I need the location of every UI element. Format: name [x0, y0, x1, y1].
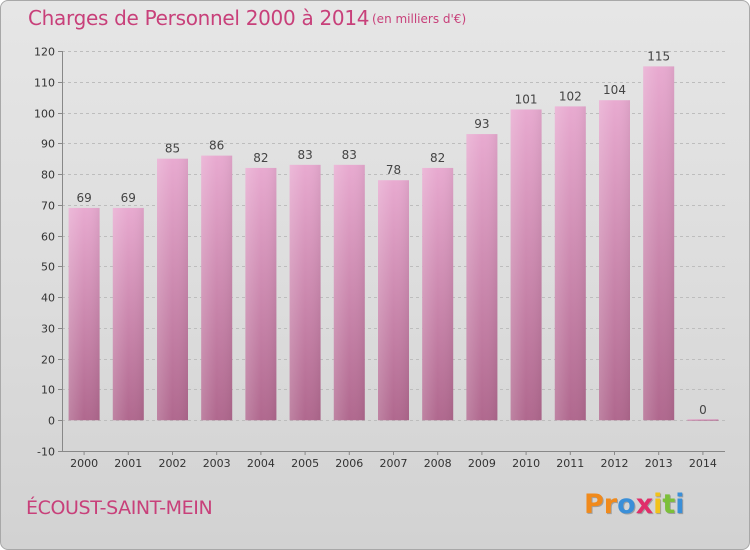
y-tick-label: 50: [41, 261, 55, 274]
y-tick-label: 80: [41, 169, 55, 182]
x-tick-label: 2003: [203, 457, 231, 470]
bar-highlight: [378, 180, 409, 421]
bars: [68, 66, 719, 421]
logo-letter: i: [675, 489, 685, 520]
commune-name: ÉCOUST-SAINT-MEIN: [26, 497, 213, 519]
y-tick-label: 120: [34, 46, 55, 59]
bar-highlight: [599, 100, 630, 421]
y-tick-label: 60: [41, 231, 55, 244]
x-tick-label: 2002: [159, 457, 187, 470]
bar-highlight: [466, 134, 498, 421]
y-tick-label: 70: [41, 200, 55, 213]
bar-value-label: 115: [647, 49, 670, 63]
x-tick-label: 2008: [424, 457, 452, 470]
chart-title: Charges de Personnel 2000 à 2014: [28, 6, 370, 30]
axes: [58, 51, 725, 455]
bar-highlight: [245, 167, 277, 421]
bar-highlight: [643, 66, 675, 421]
y-tick-label: -10: [37, 446, 55, 459]
bar-value-label: 85: [165, 142, 180, 156]
bar-value-label: 82: [253, 151, 268, 165]
bar-value-label: 69: [121, 191, 136, 205]
y-tick-labels: -10 0 10 20 30 40 50 60 70 80 90 100 110 120: [34, 46, 55, 459]
bar-highlight: [333, 164, 365, 421]
x-tick-label: 2007: [380, 457, 408, 470]
bar-highlight: [157, 158, 188, 421]
proxiti-logo: Proxiti: [584, 489, 685, 520]
chart-subtitle: (en milliers d'€): [372, 12, 467, 26]
logo-letter: r: [603, 489, 618, 520]
y-tick-label: 20: [41, 354, 55, 367]
y-tick-label: 0: [48, 415, 55, 428]
bar-value-label: 93: [474, 117, 489, 131]
bar-value-label: 101: [515, 92, 538, 106]
bar-highlight: [510, 109, 542, 421]
x-tick-label: 2010: [512, 457, 540, 470]
value-labels: 69 69 85 86 82 83 83 78 82 93 101 102 104 115 0: [76, 49, 706, 417]
logo-letter: i: [653, 489, 663, 520]
bar-value-label: 69: [76, 191, 91, 205]
y-tick-label: 110: [34, 77, 55, 90]
x-tick-labels: 2000 2001 2002 2003 2004 2005 2006 2007 2008 2009…: [70, 457, 717, 470]
y-tick-label: 10: [41, 384, 55, 397]
x-tick-label: 2005: [291, 457, 319, 470]
x-tick-label: 2009: [468, 457, 496, 470]
bar-value-label: 83: [297, 148, 312, 162]
bar-value-label: 82: [430, 151, 445, 165]
logo-letter: o: [617, 489, 636, 520]
x-tick-label: 2004: [247, 457, 275, 470]
bar-highlight: [112, 207, 144, 421]
bar-highlight: [68, 207, 100, 421]
bar-value-label: 0: [699, 403, 707, 417]
x-tick-label: 2001: [114, 457, 142, 470]
bar-highlight: [422, 167, 454, 421]
x-tick-label: 2012: [601, 457, 629, 470]
logo-letter: P: [584, 489, 604, 520]
bar-value-label: 83: [342, 148, 357, 162]
y-tick-label: 30: [41, 323, 55, 336]
x-tick-label: 2000: [70, 457, 98, 470]
bar-value-label: 86: [209, 139, 224, 153]
logo-letter: t: [662, 489, 676, 520]
bar-highlight: [201, 155, 233, 421]
x-tick-label: 2006: [335, 457, 363, 470]
y-tick-label: 90: [41, 138, 55, 151]
bar-value-label: 102: [559, 89, 582, 103]
bar-value-label: 104: [603, 83, 626, 97]
y-tick-label: 100: [34, 108, 55, 121]
bar-highlight: [289, 164, 321, 421]
x-tick-label: 2013: [645, 457, 673, 470]
bar-highlight: [687, 419, 719, 421]
logo-letter: x: [635, 489, 654, 520]
x-tick-label: 2011: [556, 457, 584, 470]
y-tick-label: 40: [41, 292, 55, 305]
x-tick-label: 2014: [689, 457, 717, 470]
bar-value-label: 78: [386, 163, 401, 177]
bar-highlight: [554, 106, 586, 421]
